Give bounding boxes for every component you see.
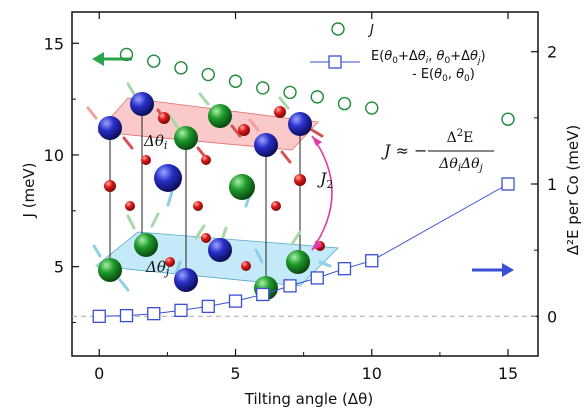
y-left-axis-ticks: 5 10 15 <box>44 34 79 323</box>
e-data-point <box>201 299 215 314</box>
e-data-point <box>147 307 161 321</box>
y-right-tick-label: 2 <box>547 43 557 62</box>
legend-e-marker <box>328 55 342 69</box>
y-right-tick-label: 0 <box>547 307 557 326</box>
y-right-axis-ticks: 0 1 2 <box>531 43 557 326</box>
right-axis-pointer <box>472 263 514 277</box>
x-axis-label: Tilting angle (Δθ) <box>244 390 373 408</box>
y-left-axis-label: J (meV) <box>20 163 38 219</box>
exchange-equation: J ≈ − Δ2E ΔθiΔθj <box>381 128 494 174</box>
legend-j-marker <box>331 22 345 36</box>
j2-coupling-arrow <box>311 135 333 251</box>
e-data-point <box>310 271 324 285</box>
j-data-point <box>119 47 134 62</box>
e-data-point <box>174 303 188 318</box>
e-data-point <box>365 254 379 268</box>
j-data-point <box>337 96 352 111</box>
delta-theta-j-label: Δθj <box>145 258 170 278</box>
equation-lhs: J ≈ − <box>381 141 427 160</box>
x-tick-label: 15 <box>498 364 518 383</box>
j-data-point <box>283 85 297 100</box>
j-series <box>119 47 515 126</box>
equation-numerator: Δ2E <box>447 128 474 146</box>
equation-denominator: ΔθiΔθj <box>438 156 482 174</box>
delta-theta-i-label: Δθi <box>143 132 167 152</box>
left-axis-pointer <box>92 52 132 66</box>
j-data-point <box>174 61 188 75</box>
legend-j-label: J <box>367 23 374 38</box>
legend-e-label-line2: - E(θ0, θ0) <box>412 67 475 84</box>
j-data-point <box>501 112 515 126</box>
x-tick-label: 0 <box>94 364 104 383</box>
y-right-tick-label: 1 <box>547 175 557 194</box>
y-left-tick-label: 5 <box>54 258 64 277</box>
e-series <box>92 177 515 323</box>
e-data-point <box>501 177 515 191</box>
j-data-point <box>256 81 270 95</box>
x-tick-label: 5 <box>230 364 240 383</box>
e-data-point <box>119 308 134 323</box>
e-data-point <box>228 294 243 308</box>
y-right-axis-label: Δ²E per Co (meV) <box>564 125 582 255</box>
y-left-tick-label: 15 <box>44 34 64 53</box>
j-data-point <box>147 54 161 68</box>
legend: J E(θ0+Δθi, θ0+Δθj) - E(θ0, θ0) <box>310 22 486 84</box>
j-data-point <box>201 67 215 82</box>
crystal-structure-inset <box>86 82 339 300</box>
e-data-point <box>256 287 270 302</box>
j-data-point <box>228 74 243 88</box>
j-data-point <box>310 90 324 104</box>
y-left-tick-label: 10 <box>44 146 64 165</box>
e-data-point <box>337 262 352 276</box>
e-data-point <box>92 309 106 323</box>
j2-label: J2 <box>317 169 333 191</box>
legend-e-label-line1: E(θ0+Δθi, θ0+Δθj) <box>371 49 486 66</box>
e-data-point <box>283 279 297 293</box>
x-tick-label: 10 <box>362 364 382 383</box>
x-axis-ticks: 0 5 10 15 <box>94 12 518 383</box>
j-data-point <box>365 101 379 115</box>
